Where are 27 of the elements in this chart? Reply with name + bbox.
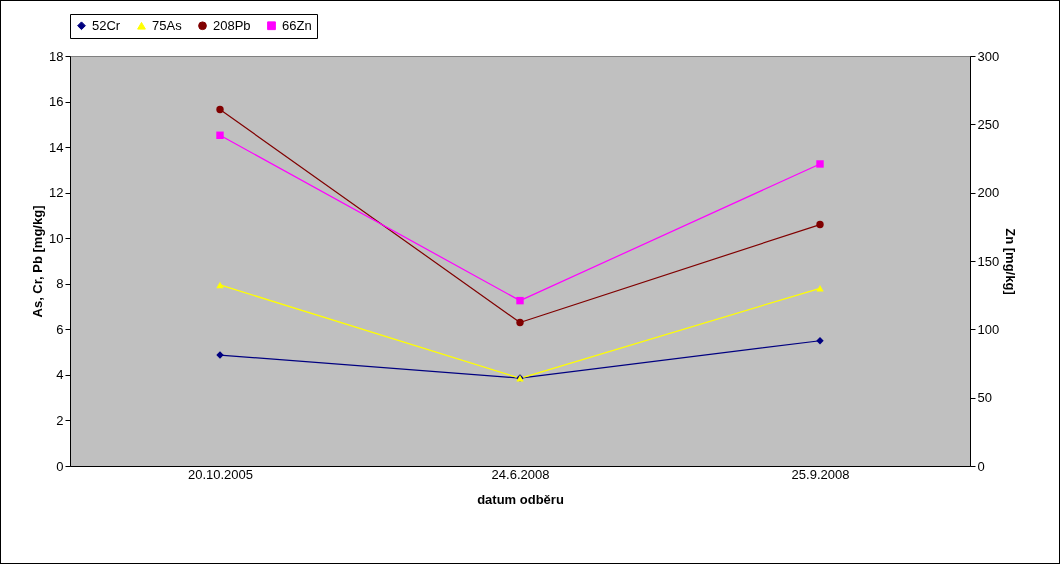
y-tick-label: 6: [56, 321, 64, 337]
y2-axis-title: Zn [mg/kg]: [1003, 228, 1019, 295]
x-tick-label: 24.6.2008: [491, 466, 550, 482]
x-tick-label: 20.10.2005: [187, 466, 254, 482]
x-tick-label: 25.9.2008: [791, 466, 850, 482]
legend-label: 52Cr: [92, 17, 121, 33]
y-tick-label: 0: [56, 458, 64, 474]
x-axis-title: datum odběru: [477, 491, 564, 507]
y-axis-title: As, Cr, Pb [mg/kg]: [30, 205, 46, 318]
legend-label: 208Pb: [213, 17, 251, 33]
y2-tick-label: 150: [977, 253, 1000, 269]
y-tick-label: 8: [56, 276, 64, 292]
y2-tick-label: 50: [977, 390, 992, 406]
y-tick-label: 14: [49, 139, 64, 155]
y2-tick-label: 200: [977, 185, 1000, 201]
y-tick-label: 10: [49, 230, 64, 246]
legend-label: 75As: [152, 17, 183, 33]
y2-tick-label: 100: [977, 321, 1000, 337]
y-tick-label: 18: [49, 48, 64, 64]
y-tick-label: 4: [56, 367, 64, 383]
legend-label: 66Zn: [282, 17, 312, 33]
y2-tick-label: 0: [977, 458, 985, 474]
y2-tick-label: 250: [977, 116, 1000, 132]
y-tick-label: 2: [56, 412, 64, 428]
y-tick-label: 16: [49, 94, 64, 110]
y2-tick-label: 300: [977, 48, 1000, 64]
y-tick-label: 12: [49, 185, 64, 201]
